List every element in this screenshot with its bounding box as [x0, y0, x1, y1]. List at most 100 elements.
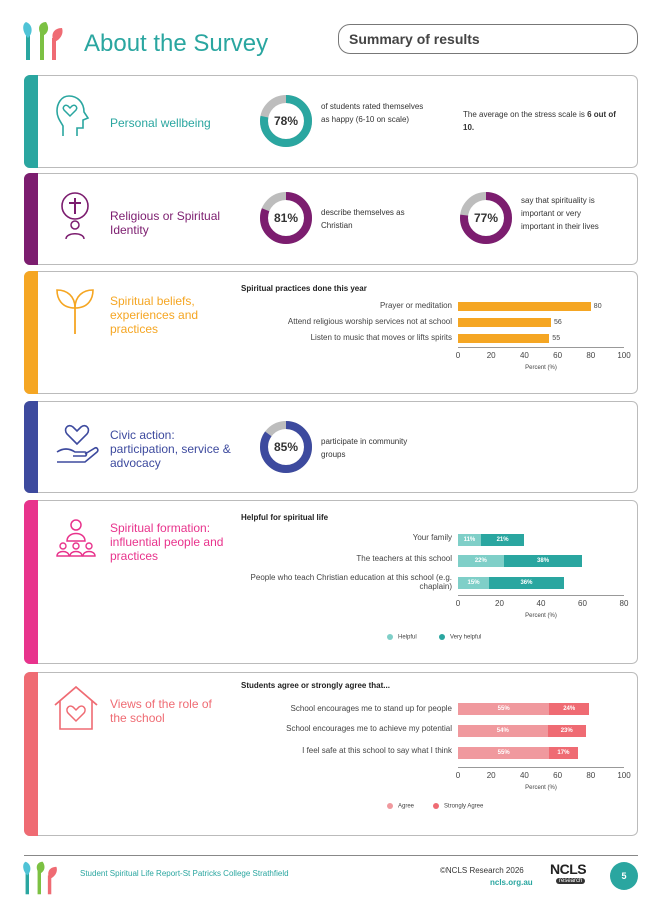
bar-segment: 36% [489, 577, 564, 589]
tick-label: 20 [486, 771, 496, 780]
ncls-logo: NCLS research [550, 861, 587, 884]
tick-label: 100 [617, 351, 631, 360]
leaves-logo [23, 22, 63, 60]
data-label: 80 [593, 303, 602, 310]
bar-segment: 22% [458, 555, 504, 567]
footer-divider [24, 855, 638, 856]
religious-label: Religious or Spiritual Identity [110, 209, 221, 237]
tick-label: 40 [519, 771, 529, 780]
school-card: Views of the role of the school Students… [24, 672, 638, 836]
legend-label: Strongly Agree [444, 803, 484, 810]
tick-label: 20 [486, 351, 496, 360]
leaves-logo-small [23, 861, 57, 895]
spirituality-text: say that spirituality is important or ve… [521, 196, 599, 231]
wellbeing-label: Personal wellbeing [110, 116, 211, 130]
religious-card: Religious or Spiritual Identity 81% desc… [24, 173, 638, 265]
legend-swatch [387, 634, 393, 640]
legend-swatch [439, 634, 445, 640]
x-axis-title: Percent (%) [525, 613, 557, 619]
stress-text: The average on the stress scale is 6 out… [463, 110, 616, 132]
bar-segment: 21% [480, 534, 525, 546]
community-text: participate in community groups [321, 437, 408, 459]
legend-item: Strongly Agree [433, 803, 483, 810]
beliefs-card: Spiritual beliefs, experiences and pract… [24, 271, 638, 394]
community-donut: 85% [260, 421, 312, 473]
hand-heart-icon [56, 424, 99, 463]
footer-url[interactable]: ncls.org.au [490, 878, 533, 887]
chart3-title: Students agree or strongly agree that... [241, 681, 390, 690]
tick-label: 100 [617, 771, 631, 780]
legend-swatch [433, 803, 439, 809]
chart-axis [458, 767, 624, 768]
chart-axis [458, 595, 624, 596]
bar [458, 302, 591, 311]
civic-card: Civic action: participation, service & a… [24, 401, 638, 493]
bar-segment: 55% [458, 703, 550, 715]
bar-segment: 24% [549, 703, 590, 715]
chart1-title: Spiritual practices done this year [241, 284, 367, 293]
category-label: School encourages me to achieve my poten… [286, 724, 452, 733]
legend-swatch [387, 803, 393, 809]
tick-label: 60 [553, 351, 563, 360]
tick-label: 0 [455, 351, 461, 360]
legend-label: Helpful [398, 634, 417, 641]
category-label: I feel safe at this school to say what I… [302, 746, 452, 755]
legend-item: Agree [387, 803, 414, 810]
tick-label: 0 [455, 771, 461, 780]
formation-card: Spiritual formation: influential people … [24, 500, 638, 664]
tick-label: 60 [553, 771, 563, 780]
category-label: The teachers at this school [356, 554, 452, 563]
category-label: Listen to music that moves or lifts spir… [310, 333, 452, 342]
x-axis-title: Percent (%) [525, 785, 557, 791]
legend-label: Agree [398, 803, 415, 810]
civic-label: Civic action: participation, service & a… [110, 428, 231, 470]
head-heart-icon [56, 95, 90, 136]
tick-label: 40 [519, 351, 529, 360]
bar-segment: 38% [503, 555, 583, 567]
house-heart-icon [54, 685, 98, 730]
christian-text: describe themselves as Christian [321, 208, 405, 230]
category-label: School encourages me to stand up for peo… [290, 704, 452, 713]
bar-segment: 11% [458, 534, 481, 546]
formation-label: Spiritual formation: influential people … [110, 521, 224, 563]
summary-label: Summary of results [349, 31, 480, 47]
page-title: About the Survey [84, 30, 269, 57]
category-label: Your family [412, 533, 452, 542]
page-number: 5 [621, 871, 627, 881]
footer-copyright: ©NCLS Research 2026 [440, 866, 524, 875]
tick-label: 80 [586, 771, 596, 780]
people-group-icon [56, 519, 96, 557]
cross-person-icon [61, 192, 89, 240]
beliefs-label: Spiritual beliefs, experiences and pract… [110, 294, 199, 336]
tick-label: 60 [578, 599, 587, 608]
spirituality-pct: 77% [474, 211, 498, 225]
happy-text: of students rated themselves as happy (6… [321, 102, 424, 124]
bar [458, 334, 550, 343]
bar-segment: 15% [458, 577, 490, 589]
page-number-badge: 5 [610, 862, 638, 890]
christian-donut: 81% [260, 192, 312, 244]
tick-label: 0 [455, 599, 461, 608]
wellbeing-card: Personal wellbeing 78% of students rated… [24, 75, 638, 168]
legend-item: Helpful [387, 634, 417, 641]
bar-segment: 54% [458, 725, 548, 737]
community-pct: 85% [274, 440, 298, 454]
bar-segment: 23% [547, 725, 586, 737]
tick-label: 20 [495, 599, 504, 608]
chart-axis [458, 347, 624, 348]
category-label: People who teach Christian education at … [250, 573, 452, 591]
chart2-title: Helpful for spiritual life [241, 513, 329, 522]
summary-tab: Summary of results [338, 24, 638, 54]
x-axis-title: Percent (%) [525, 365, 557, 371]
data-label: 55 [552, 335, 561, 342]
footer-report-title: Student Spiritual Life Report-St Patrick… [80, 869, 289, 878]
legend-label: Very helpful [450, 634, 482, 641]
bar-segment: 55% [458, 747, 550, 759]
christian-pct: 81% [274, 211, 298, 225]
bar [458, 318, 551, 327]
category-label: Attend religious worship services not at… [287, 317, 452, 326]
bar-segment: 17% [549, 747, 578, 759]
tick-label: 80 [619, 599, 629, 608]
spirituality-donut: 77% [460, 192, 512, 244]
sprout-icon [56, 289, 94, 334]
